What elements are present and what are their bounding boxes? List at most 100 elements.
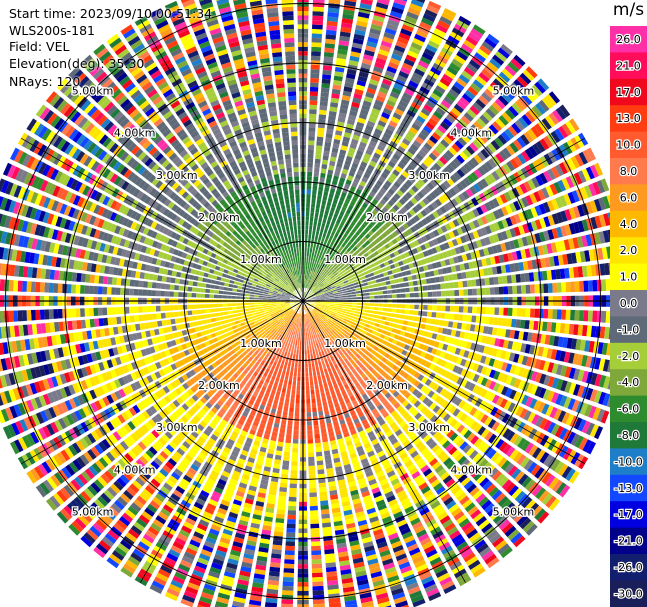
velocity-gate (316, 299, 321, 301)
velocity-gate (573, 324, 579, 336)
velocity-gate (521, 150, 531, 162)
velocity-gate (343, 271, 349, 276)
velocity-gate (384, 203, 392, 210)
velocity-gate (320, 304, 325, 307)
velocity-gate (278, 432, 285, 438)
velocity-gate (427, 285, 432, 291)
velocity-gate (531, 84, 543, 97)
velocity-gate (330, 207, 336, 213)
velocity-gate (556, 364, 563, 376)
velocity-gate (568, 223, 576, 235)
velocity-gate (492, 359, 500, 369)
velocity-gate (320, 172, 326, 178)
velocity-gate (308, 461, 315, 466)
velocity-gate (594, 426, 604, 440)
velocity-gate (565, 176, 575, 189)
velocity-gate (430, 179, 438, 188)
velocity-gate (384, 352, 391, 359)
velocity-gate (531, 105, 543, 118)
velocity-gate (345, 179, 352, 186)
velocity-gate (333, 175, 339, 181)
velocity-gate (355, 249, 361, 255)
velocity-gate (432, 305, 437, 311)
velocity-gate (432, 365, 440, 373)
velocity-gate (360, 161, 368, 168)
velocity-gate (341, 312, 346, 316)
velocity-gate (472, 24, 486, 35)
velocity-gate (329, 306, 334, 309)
velocity-gate (328, 211, 334, 217)
velocity-gate (420, 272, 426, 279)
velocity-gate (328, 308, 333, 312)
velocity-gate (473, 169, 483, 179)
velocity-gate (314, 433, 321, 439)
velocity-gate (467, 288, 473, 296)
velocity-gate (425, 156, 435, 165)
velocity-gate (566, 253, 573, 265)
velocity-gate (402, 194, 410, 202)
velocity-gate (371, 318, 377, 322)
velocity-gate (378, 291, 383, 295)
velocity-gate (428, 213, 436, 221)
velocity-gate (455, 264, 461, 272)
velocity-gate (287, 420, 293, 426)
velocity-gate (454, 452, 464, 462)
velocity-gate (495, 118, 506, 129)
velocity-gate (313, 282, 317, 287)
velocity-gate (599, 326, 606, 339)
velocity-gate (542, 201, 551, 213)
velocity-gate (488, 124, 499, 135)
velocity-gate (278, 491, 287, 497)
velocity-gate (365, 306, 370, 310)
velocity-gate (364, 356, 371, 362)
velocity-gate (423, 142, 433, 151)
velocity-gate (307, 279, 310, 284)
velocity-gate (429, 191, 437, 200)
velocity-gate (310, 389, 315, 395)
velocity-gate (397, 209, 405, 217)
velocity-gate (437, 252, 444, 260)
velocity-gate (392, 390, 400, 398)
velocity-gate (449, 62, 461, 72)
velocity-gate (363, 282, 368, 286)
velocity-gate (346, 247, 352, 253)
velocity-gate (297, 372, 301, 377)
velocity-gate (551, 392, 559, 404)
velocity-gate (408, 281, 414, 287)
velocity-gate (507, 340, 514, 350)
velocity-gate (335, 284, 340, 288)
velocity-gate (308, 256, 311, 262)
velocity-gate (549, 335, 555, 346)
velocity-gate (528, 272, 535, 282)
velocity-gate (316, 302, 321, 304)
velocity-gate (358, 356, 365, 363)
velocity-gate (467, 127, 477, 137)
velocity-gate (406, 339, 413, 345)
velocity-gate (391, 372, 399, 379)
velocity-gate (369, 263, 376, 268)
velocity-gate (347, 294, 352, 298)
velocity-gate (316, 460, 324, 466)
velocity-gate (487, 142, 497, 153)
velocity-gate (379, 116, 389, 124)
velocity-gate (327, 287, 332, 291)
velocity-gate (311, 310, 316, 315)
velocity-gate (444, 69, 456, 80)
velocity-gate (305, 265, 308, 270)
velocity-gate (433, 176, 442, 185)
velocity-gate (304, 283, 307, 288)
velocity-gate (526, 208, 534, 219)
velocity-gate (290, 398, 295, 404)
velocity-gate (507, 252, 514, 262)
velocity-gate (534, 308, 540, 318)
velocity-gate (372, 132, 381, 140)
velocity-gate (317, 280, 322, 285)
velocity-gate (319, 307, 324, 310)
velocity-gate (328, 281, 334, 285)
velocity-gate (461, 323, 467, 330)
velocity-gate (314, 217, 318, 222)
velocity-gate (475, 98, 486, 109)
velocity-gate (337, 117, 346, 123)
velocity-gate (454, 347, 461, 355)
velocity-gate (313, 262, 317, 268)
